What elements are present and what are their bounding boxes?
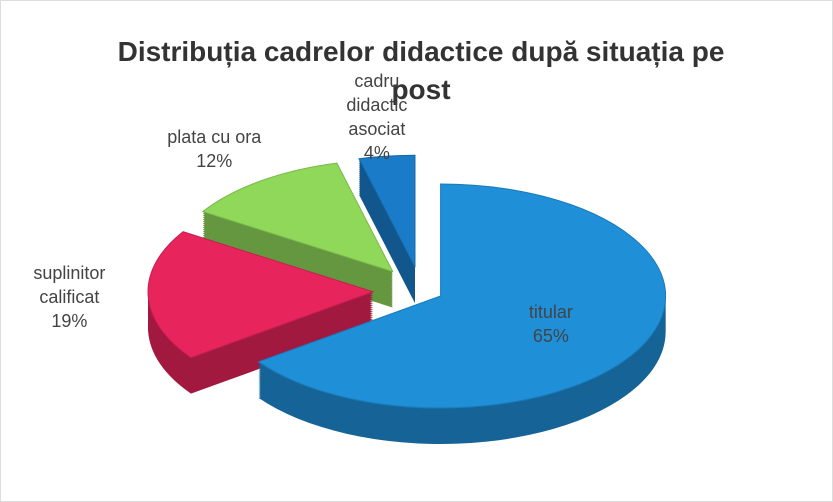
slice-label: plata cu ora [167,127,262,148]
chart-title: Distribuția cadrelor didactice după situ… [117,36,725,105]
slice-value-label: 12% [196,151,233,172]
slice-label: cadru didactic asociat [346,71,408,140]
slice-label: titular [528,301,573,322]
slice [147,231,375,359]
slice-value-label: 4% [363,143,390,164]
slice-value-label: 19% [51,310,88,331]
slice [201,162,394,273]
slice-value-label: 65% [532,325,569,346]
slice-label: suplinitor calificat [33,262,106,307]
slice [257,183,667,409]
slice [358,154,416,268]
